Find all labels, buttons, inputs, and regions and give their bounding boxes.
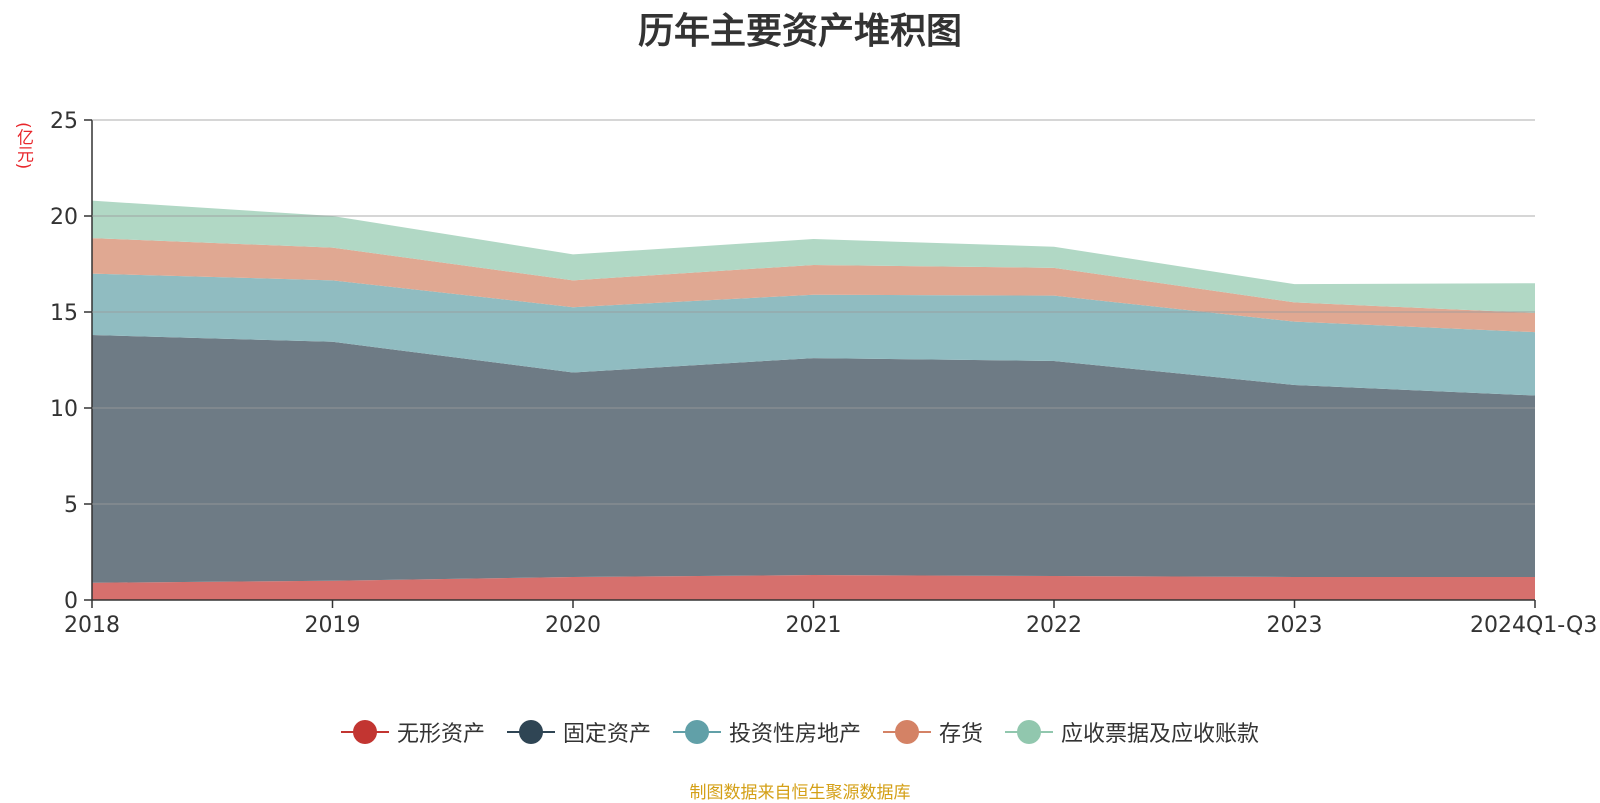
area-series-2: [92, 273, 1535, 396]
axes: 0 5 10 15 20 25 2018 2019 2020 2021 2022 2023 2024Q1…: [50, 109, 1597, 638]
x-tick-label: 2023: [1267, 613, 1323, 638]
legend-label: 存货: [939, 722, 984, 747]
legend-marker-icon: [506, 720, 555, 744]
source-note: 制图数据来自恒生聚源数据库: [689, 783, 911, 803]
legend-item-0[interactable]: 无形资产: [340, 716, 485, 748]
legend-marker-icon: [672, 720, 721, 744]
legend-item-1[interactable]: 固定资产: [506, 716, 651, 748]
legend-item-4[interactable]: 应收票据及应收账款: [1005, 716, 1259, 748]
legend-label: 投资性房地产: [728, 722, 861, 747]
legend: 无形资产 固定资产 投资性房地产 存货 应收票据及应收账款: [0, 716, 1600, 748]
y-tick-label: 5: [64, 493, 78, 518]
area-series-0: [92, 575, 1535, 600]
area-series-1: [92, 335, 1535, 583]
legend-marker-icon: [1005, 720, 1054, 744]
legend-item-2[interactable]: 投资性房地产: [672, 716, 861, 748]
x-tick-label: 2019: [305, 613, 361, 638]
area-series-4: [92, 200, 1535, 313]
legend-marker-icon: [883, 720, 931, 744]
x-tick-label: 2020: [545, 613, 601, 638]
area-series: [92, 200, 1535, 600]
legend-label: 应收票据及应收账款: [1061, 722, 1260, 747]
legend-label: 固定资产: [562, 722, 651, 747]
y-tick-label: 0: [64, 589, 78, 614]
x-tick-label: 2018: [64, 613, 120, 638]
chart-title: 历年主要资产堆积图: [637, 11, 962, 52]
y-tick-label: 15: [50, 301, 78, 326]
x-tick-label: 2024Q1-Q3: [1470, 613, 1597, 638]
legend-marker-icon: [340, 720, 389, 744]
y-tick-label: 10: [50, 397, 78, 422]
stacked-area-chart: 0 5 10 15 20 25 2018 2019 2020 2021 2022 2023 2024Q1…: [50, 109, 1597, 638]
area-series-3: [92, 238, 1535, 333]
legend-item-3[interactable]: 存货: [883, 716, 983, 748]
x-tick-label: 2021: [786, 613, 842, 638]
y-tick-label: 20: [50, 205, 78, 230]
y-tick-label: 25: [50, 109, 78, 134]
y-axis-unit-label: (亿元): [13, 122, 33, 170]
legend-label: 无形资产: [396, 722, 485, 747]
x-tick-label: 2022: [1026, 613, 1082, 638]
